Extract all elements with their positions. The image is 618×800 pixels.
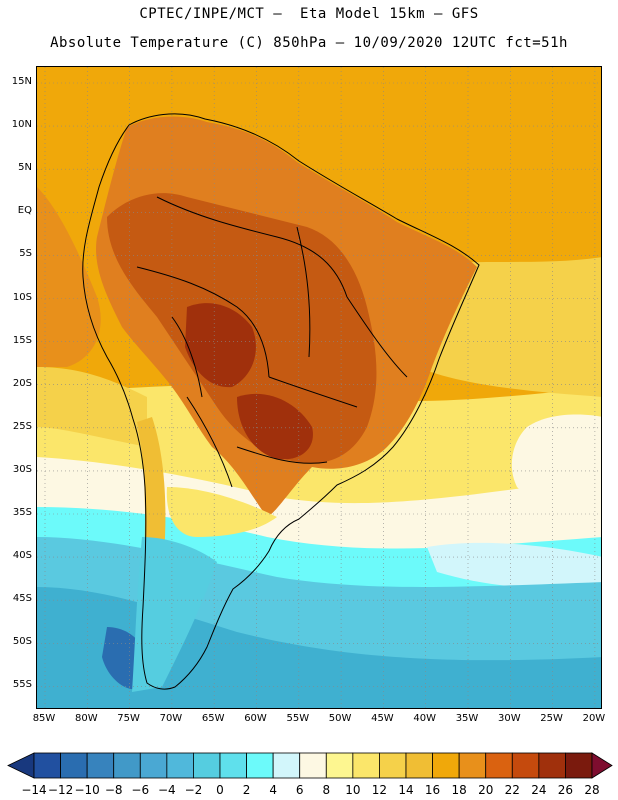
legend-label: 20: [478, 783, 494, 797]
legend-swatch: [33, 752, 61, 779]
legend-arrow-max: [591, 752, 613, 779]
legend-swatch: [60, 752, 88, 779]
legend-label: −8: [104, 783, 123, 797]
color-legend-bar: [7, 752, 613, 779]
lat-label-5n: 5N: [18, 162, 32, 174]
lat-label-40s: 40S: [12, 550, 32, 562]
legend-swatch: [86, 752, 115, 779]
lon-label-45w: 45W: [371, 713, 394, 724]
legend-label: 2: [242, 783, 251, 797]
coastline-south-america: [82, 113, 480, 690]
lat-label-25s: 25S: [12, 420, 32, 432]
legend-label: −14: [21, 783, 47, 797]
legend-label: −4: [157, 783, 176, 797]
lat-label-10s: 10S: [12, 291, 32, 303]
legend-label: 4: [269, 783, 277, 797]
lon-label-50w: 50W: [328, 713, 352, 724]
legend-swatch: [405, 752, 433, 779]
lat-label-5s: 5S: [19, 248, 32, 260]
lon-label-25w: 25W: [540, 713, 563, 724]
legend-swatch: [325, 752, 354, 779]
lon-label-60w: 60W: [244, 713, 267, 724]
legend-swatch: [272, 752, 301, 779]
legend-label: 16: [424, 783, 441, 797]
legend-label: 24: [531, 783, 547, 797]
country-border-2: [136, 266, 270, 378]
legend-swatch: [352, 752, 380, 779]
map-canvas: [37, 67, 601, 708]
legend-swatch: [432, 752, 460, 779]
chart-title-line1: CPTEC/INPE/MCT – Eta Model 15km – GFS: [139, 6, 479, 22]
legend-label: −12: [47, 783, 74, 797]
coastlines: [82, 113, 480, 690]
lat-label-15s: 15S: [12, 334, 32, 346]
chart-title-line2: Absolute Temperature (C) 850hPa – 10/09/…: [50, 35, 568, 51]
lat-label-eq: EQ: [17, 205, 32, 217]
legend-label: −6: [131, 783, 150, 797]
lon-label-65w: 65W: [201, 713, 225, 724]
lon-label-20w: 20W: [582, 713, 606, 724]
lon-label-85w: 85W: [32, 713, 56, 724]
legend-label: 12: [371, 783, 388, 797]
lon-label-75w: 75W: [117, 713, 140, 724]
country-border-7: [346, 296, 408, 378]
lon-label-55w: 55W: [286, 713, 310, 724]
legend-swatch: [246, 752, 274, 779]
legend-label: 0: [216, 783, 224, 797]
lat-label-15n: 15N: [11, 76, 32, 87]
country-border-3: [268, 376, 358, 408]
field-pacific-warm: [37, 187, 101, 367]
legend-swatch: [113, 752, 141, 779]
legend-swatch: [379, 752, 407, 779]
lon-label-30w: 30W: [497, 713, 521, 724]
legend-swatch: [485, 752, 513, 779]
legend-label: 18: [451, 783, 467, 797]
legend-label: 14: [398, 783, 414, 797]
legend-label: 6: [295, 783, 304, 797]
land-patagonia: [166, 487, 277, 537]
lon-label-35w: 35W: [455, 713, 479, 724]
land-patagonia-cold: [132, 537, 217, 692]
country-border-5: [236, 446, 328, 464]
legend-label: 26: [557, 783, 574, 797]
field-pacific-mid: [37, 367, 147, 447]
legend-label: 8: [322, 783, 331, 797]
legend-label: −10: [74, 783, 100, 797]
legend-label: 10: [345, 783, 361, 797]
legend-label: −2: [184, 783, 203, 797]
lat-label-55s: 55S: [12, 679, 32, 691]
country-border-4: [186, 396, 233, 488]
country-border-1: [156, 196, 348, 298]
lat-label-20s: 20S: [12, 377, 32, 389]
legend-swatch: [299, 752, 327, 779]
lat-label-45s: 45S: [12, 593, 32, 605]
country-border-8: [171, 316, 203, 398]
legend-swatch: [219, 752, 247, 779]
lon-label-80w: 80W: [74, 713, 98, 724]
lat-label-35s: 35S: [12, 507, 32, 518]
field-east-pale-patch: [511, 414, 601, 527]
legend-swatch: [166, 752, 194, 779]
lon-label-70w: 70W: [159, 713, 183, 724]
legend-swatch: [458, 752, 487, 779]
temperature-map: [36, 66, 602, 709]
legend-swatch: [139, 752, 168, 779]
legend-swatch: [538, 752, 566, 779]
lon-label-40w: 40W: [413, 713, 436, 724]
lat-label-10n: 10N: [11, 119, 32, 131]
land-hot-spot-2: [237, 393, 313, 460]
land-hot-spot-1: [185, 303, 256, 388]
field-south-light-blue: [427, 542, 601, 589]
country-border-6: [296, 226, 311, 358]
legend-swatch: [193, 752, 221, 779]
lat-label-50s: 50S: [12, 636, 32, 648]
legend-arrow-min: [7, 752, 35, 779]
legend-swatch: [565, 752, 593, 779]
legend-label: 28: [584, 783, 600, 797]
legend-swatch: [511, 752, 540, 779]
legend-label: 22: [504, 783, 520, 797]
lat-label-30s: 30S: [12, 463, 32, 475]
